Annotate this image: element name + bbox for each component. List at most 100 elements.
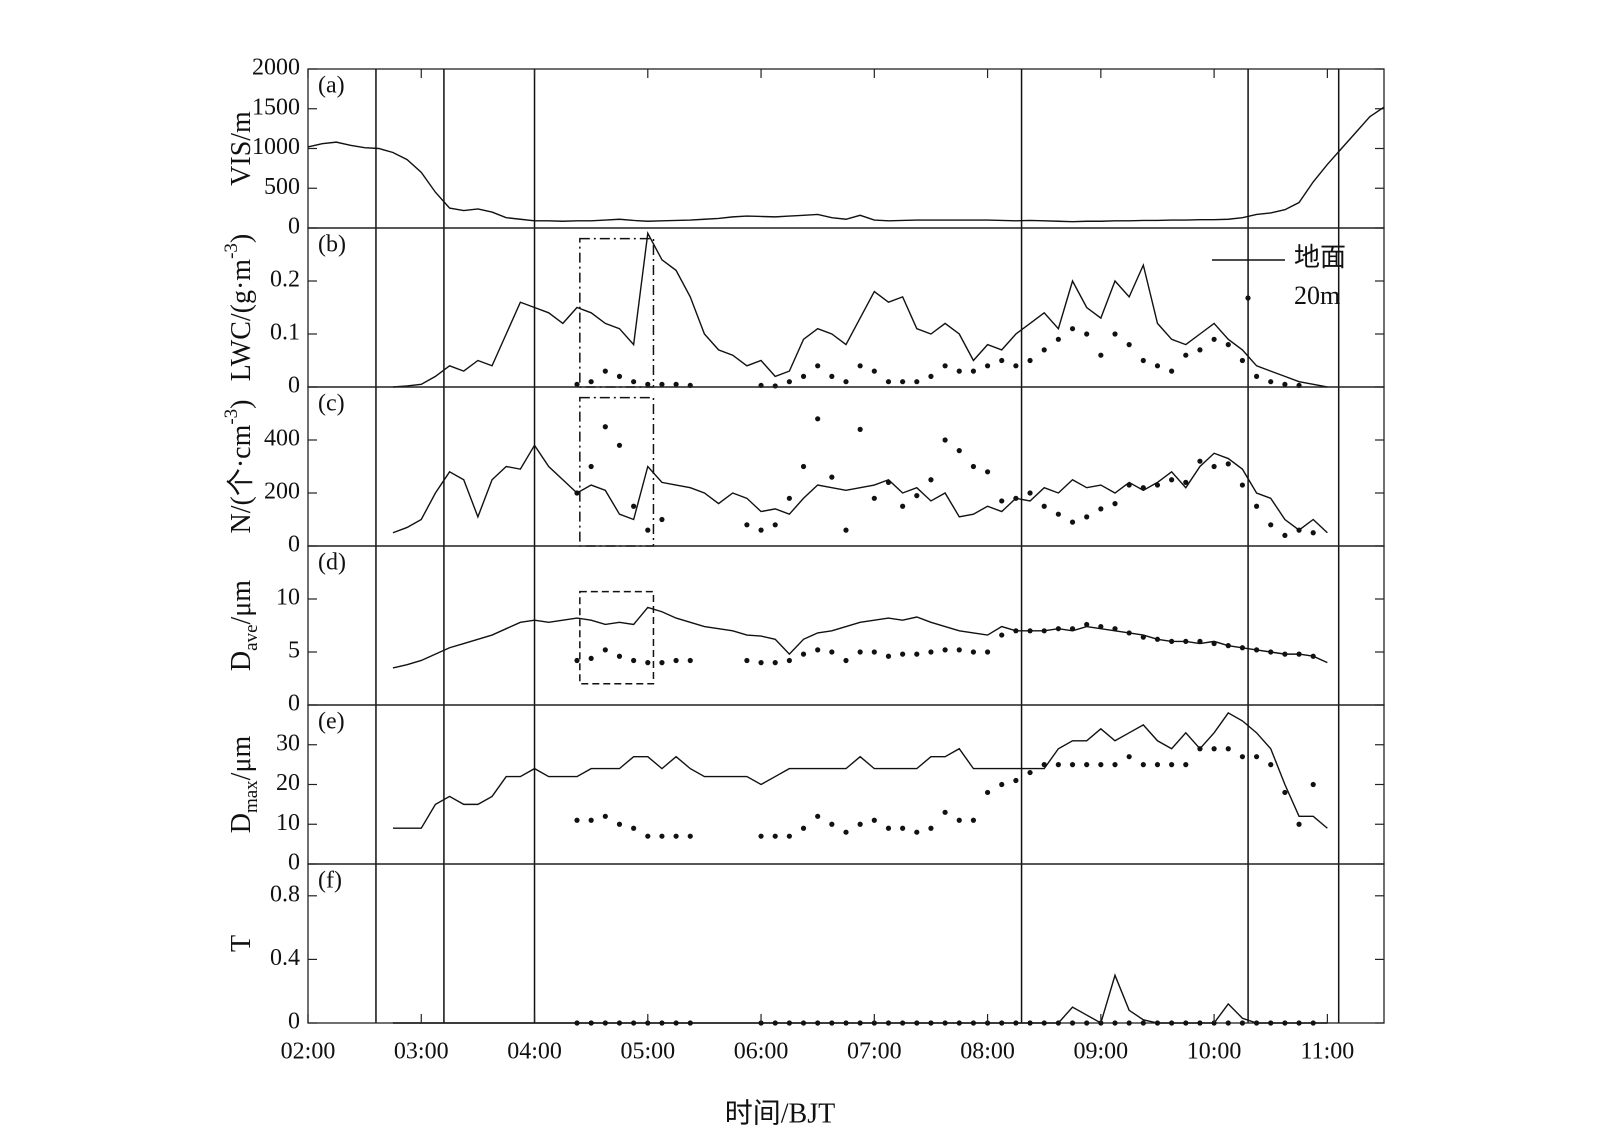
y-tick-label: 1500	[252, 94, 300, 120]
panel-frame	[307, 68, 1385, 229]
series-dot	[914, 379, 920, 385]
series-dot	[829, 821, 835, 827]
series-dot	[843, 1020, 849, 1026]
series-dot	[631, 1020, 637, 1026]
y-tick-label: 500	[264, 174, 300, 200]
series-dot	[857, 821, 863, 827]
series-dot	[800, 463, 807, 470]
series-dot	[645, 527, 651, 533]
series-dot	[631, 379, 637, 385]
series-dot	[602, 647, 608, 653]
series-dot	[1013, 495, 1019, 501]
series-dot	[857, 1020, 863, 1026]
y-axis-label: Dave/μm	[226, 580, 262, 671]
series-dot	[1211, 640, 1217, 647]
series-dot	[1296, 527, 1302, 533]
x-tick-label: 10:00	[1187, 1039, 1242, 1065]
series-line	[392, 973, 1328, 1025]
series-dot	[687, 657, 693, 664]
series-dot	[1154, 482, 1161, 488]
series-dot	[1169, 368, 1175, 374]
series-dot	[1154, 363, 1161, 369]
series-dot	[829, 1020, 835, 1026]
series-dot	[1055, 336, 1061, 342]
series-dot	[1013, 628, 1019, 634]
series-dot	[1055, 511, 1061, 517]
series-dot	[928, 1020, 934, 1026]
series-dot	[1282, 381, 1288, 387]
series-dot	[616, 373, 623, 379]
series-dot	[631, 825, 637, 831]
series-dot	[645, 660, 651, 666]
series-dot	[772, 1020, 778, 1026]
series-dot	[1041, 503, 1047, 509]
x-tick-label: 03:00	[394, 1039, 449, 1065]
series-dot	[673, 657, 679, 664]
x-tick-label: 11:00	[1300, 1039, 1354, 1065]
series-dot	[1084, 1020, 1090, 1026]
series-dot	[616, 821, 623, 827]
series-dot	[1112, 501, 1118, 507]
series-line	[392, 443, 1328, 534]
series-dot	[1310, 1020, 1316, 1026]
panel-frame	[307, 227, 1385, 388]
y-tick-label: 2000	[252, 55, 300, 81]
series-dot	[871, 368, 877, 374]
y-axis-label-part: T	[226, 935, 257, 952]
y-axis-label-part: N/(个·cm	[226, 424, 257, 533]
series-dot	[1183, 1020, 1189, 1026]
panel-label: (c)	[318, 391, 345, 417]
series-dot	[645, 381, 651, 387]
series-dot	[1055, 1020, 1061, 1026]
series-dot	[1225, 643, 1231, 649]
series-dot	[602, 1020, 608, 1026]
x-axis-label: 时间/BJT	[725, 1097, 835, 1129]
series-dot	[1225, 461, 1231, 467]
panel-frame	[307, 386, 1385, 547]
series-dot	[659, 516, 665, 523]
series-dot	[1041, 762, 1047, 768]
series-dot	[956, 368, 962, 374]
series-dot	[914, 651, 920, 657]
y-tick-label: 10	[276, 810, 300, 836]
y-tick-label: 0	[288, 214, 300, 240]
series-dot	[645, 833, 651, 839]
series-dot	[1197, 347, 1203, 353]
series-dot	[1239, 482, 1246, 488]
y-tick-label: 30	[276, 730, 300, 756]
series-dot	[744, 657, 750, 664]
series-dot	[1126, 482, 1132, 488]
series-dot	[1069, 326, 1076, 332]
y-axis-label-part: VIS/m	[226, 111, 257, 186]
series-dot	[800, 373, 807, 379]
series-dot	[602, 813, 608, 819]
series-dot	[1098, 623, 1104, 630]
highlight-box	[579, 237, 655, 388]
series-dot	[1211, 746, 1217, 752]
series-dot	[1310, 781, 1316, 788]
y-axis-label-part: D	[226, 651, 257, 671]
series-line	[307, 106, 1385, 223]
series-dot	[786, 833, 792, 839]
series-dot	[1211, 463, 1217, 470]
y-tick-label: 400	[264, 426, 300, 452]
series-dot	[900, 651, 906, 657]
series-dot	[1027, 490, 1033, 496]
series-dot	[1098, 506, 1104, 512]
series-dot	[970, 1020, 977, 1026]
series-dot	[1055, 762, 1061, 768]
series-dot	[1239, 357, 1246, 364]
series-dot	[758, 527, 764, 533]
series-dot	[1183, 762, 1189, 768]
series-dot	[1239, 1020, 1246, 1026]
series-dot	[1253, 647, 1260, 653]
series-dot	[1069, 1020, 1076, 1026]
series-dot	[758, 660, 764, 666]
series-dot	[1084, 621, 1090, 628]
y-axis-label-part: )	[226, 234, 257, 243]
y-tick-label: 0	[288, 850, 300, 876]
x-tick-label: 07:00	[847, 1039, 902, 1065]
series-dot	[574, 381, 580, 387]
series-dot	[956, 817, 962, 823]
